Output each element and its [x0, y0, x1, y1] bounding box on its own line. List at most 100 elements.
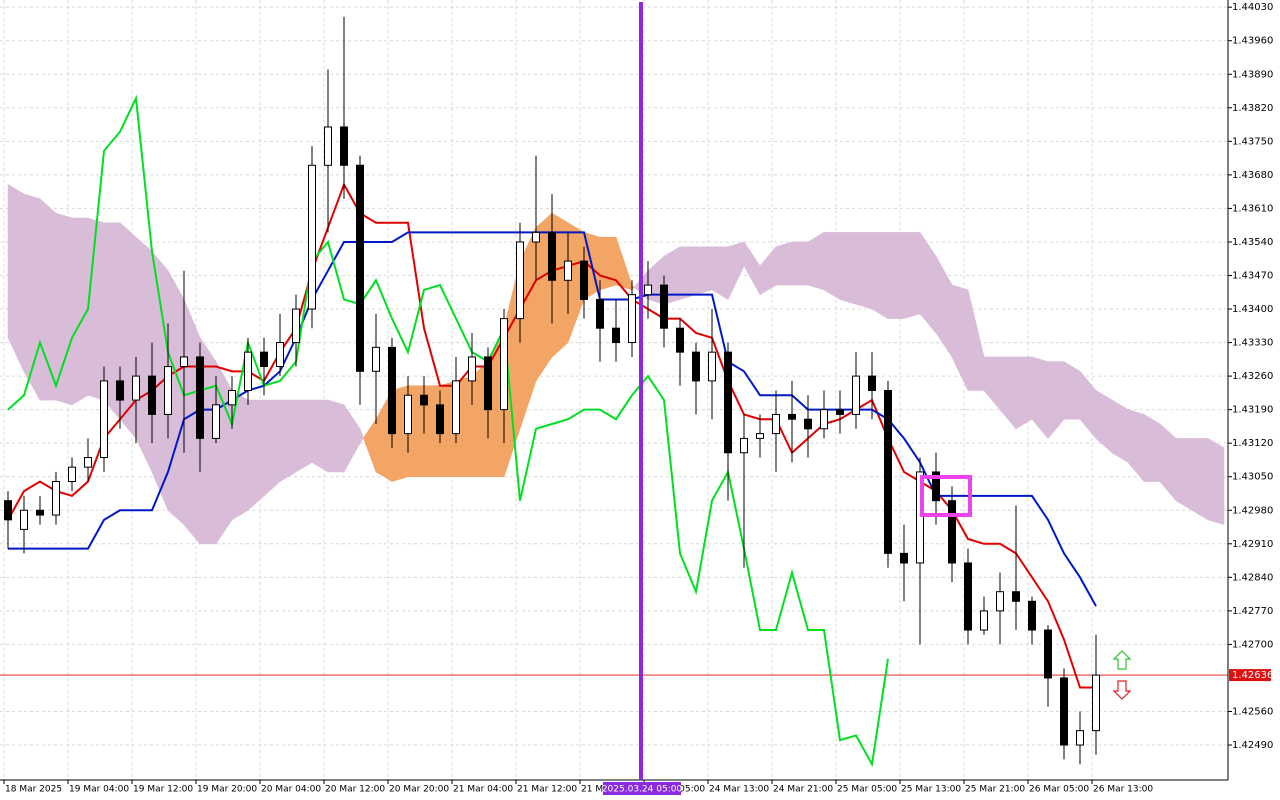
cloud-segment — [1063, 361, 1081, 420]
y-tick-label: 1.43260 — [1232, 371, 1273, 382]
cloud-segment — [855, 232, 873, 310]
candle-body — [244, 351, 252, 391]
x-tick-label: 26 Mar 05:00 — [1029, 785, 1089, 795]
candle-body — [692, 351, 700, 382]
cloud-segment — [1191, 438, 1209, 521]
candle-body — [564, 260, 572, 281]
candles — [4, 16, 1100, 765]
candle-body — [404, 394, 412, 435]
cloud-segment — [839, 232, 857, 305]
x-tick-label: 24 Mar 21:00 — [773, 785, 833, 795]
candle-body — [452, 380, 460, 435]
x-tick-label: 25 Mar 13:00 — [901, 785, 961, 795]
candle-body — [292, 308, 300, 344]
candle-body — [788, 413, 796, 420]
x-tick-label: 25 Mar 05:00 — [837, 785, 897, 795]
candle-body — [436, 404, 444, 435]
x-tick-label: 19 Mar 12:00 — [133, 785, 193, 795]
candle-body — [84, 457, 92, 468]
cloud-segment — [775, 241, 793, 286]
candle-body — [132, 375, 140, 401]
highlight-box — [920, 475, 972, 517]
cloud-segment — [295, 399, 313, 473]
y-tick-label: 1.43750 — [1232, 136, 1273, 147]
candle-body — [4, 500, 12, 521]
y-tick-label: 1.43470 — [1232, 270, 1273, 281]
cloud-segment — [1143, 413, 1161, 482]
cloud-segment — [263, 399, 281, 497]
candle-body — [260, 351, 268, 368]
candle-body — [308, 164, 316, 310]
y-tick-label: 1.42490 — [1232, 740, 1273, 751]
cloud-segment — [7, 183, 25, 372]
candle-body — [612, 327, 620, 344]
candle-body — [500, 318, 508, 411]
candle-body — [116, 380, 124, 401]
candle-body — [372, 346, 380, 372]
candle-body — [996, 591, 1004, 612]
cloud-segment — [311, 399, 329, 473]
y-tick-label: 1.43050 — [1232, 472, 1273, 483]
cloud-segment — [1111, 399, 1129, 463]
y-tick-label: 1.43400 — [1232, 304, 1273, 315]
candle-body — [708, 351, 716, 382]
candle-body — [804, 418, 812, 430]
cloud-segment — [871, 232, 889, 320]
candle-body — [1092, 674, 1100, 732]
cloud-segment — [119, 222, 137, 440]
candle-body — [1076, 730, 1084, 746]
y-tick-label: 1.44030 — [1232, 2, 1273, 13]
candle-body — [836, 409, 844, 415]
candle-body — [1028, 600, 1036, 631]
x-tick-label: 21 Mar 12:00 — [517, 785, 577, 795]
y-tick-label: 1.43680 — [1232, 170, 1273, 181]
cloud-segment — [39, 198, 57, 401]
y-tick-label: 1.43190 — [1232, 405, 1273, 416]
candle-body — [484, 356, 492, 411]
candle-body — [340, 126, 348, 166]
candle-body — [772, 413, 780, 435]
y-tick-label: 1.43330 — [1232, 338, 1273, 349]
y-tick-label: 1.43610 — [1232, 203, 1273, 214]
candle-body — [532, 231, 540, 243]
y-tick-label: 1.42980 — [1232, 505, 1273, 516]
candle-body — [916, 471, 924, 564]
x-tick-label: 24 Mar 13:00 — [709, 785, 769, 795]
cloud-segment — [247, 399, 265, 511]
y-tick-label: 1.42910 — [1232, 539, 1273, 550]
candle-body — [676, 327, 684, 353]
cloud-segment — [695, 246, 713, 296]
candle-body — [20, 509, 28, 530]
y-tick-label: 1.43890 — [1232, 69, 1273, 80]
candle-body — [820, 409, 828, 430]
x-tick-label: 20 Mar 20:00 — [389, 785, 449, 795]
y-tick-label: 1.42840 — [1232, 572, 1273, 583]
candle-body — [516, 241, 524, 320]
candle-body — [932, 471, 940, 502]
candle-body — [324, 126, 332, 166]
candle-body — [180, 356, 188, 368]
x-tick-label: 18 Mar 2025 — [5, 785, 62, 795]
cloud-segment — [359, 428, 364, 445]
cloud-segment — [807, 231, 825, 291]
candle-body — [356, 164, 364, 372]
y-tick-label: 1.42700 — [1232, 639, 1273, 650]
candle-body — [660, 284, 668, 329]
candle-body — [420, 394, 428, 406]
y-tick-label: 1.42560 — [1232, 706, 1273, 717]
candle-body — [948, 500, 956, 564]
x-tick-label: 26 Mar 13:00 — [1093, 785, 1153, 795]
candle-body — [644, 284, 652, 296]
candle-body — [148, 375, 156, 415]
down-arrow — [1112, 680, 1132, 700]
cloud-segment — [279, 399, 297, 483]
last-price-label: 1.42636 — [1232, 670, 1273, 681]
overlay — [920, 475, 1132, 700]
cloud-segment — [599, 236, 617, 291]
cloud-segment — [679, 246, 697, 300]
candle-body — [36, 509, 44, 516]
candle-body — [756, 433, 764, 439]
last-price-box — [1229, 669, 1271, 682]
cloud-segment — [1175, 438, 1193, 511]
y-tick-label: 1.43820 — [1232, 103, 1273, 114]
